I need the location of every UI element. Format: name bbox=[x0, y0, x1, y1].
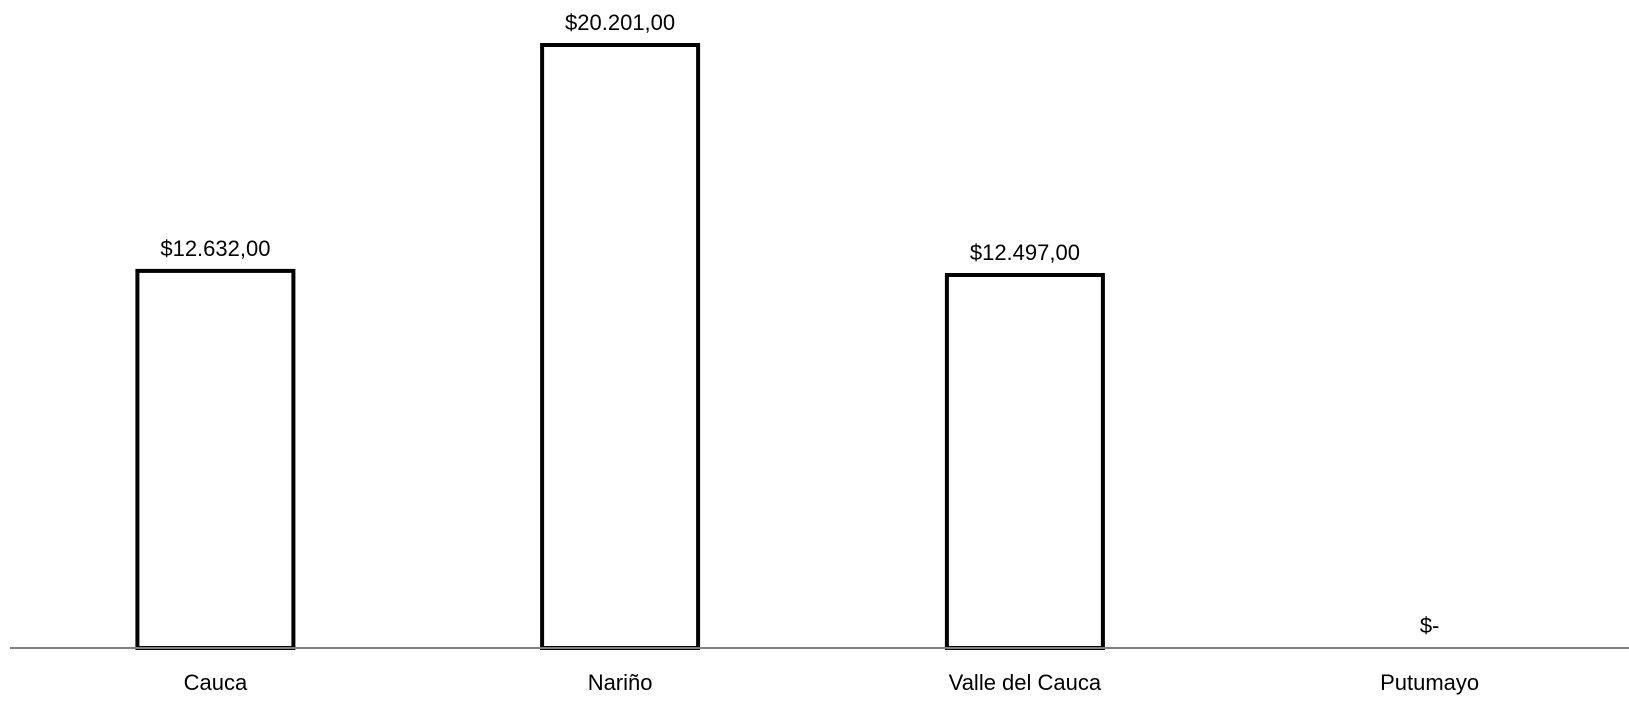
bars-layer bbox=[135, 43, 1105, 650]
data-label-1: $20.201,00 bbox=[565, 10, 675, 35]
category-label-1: Nariño bbox=[588, 670, 653, 695]
category-labels-layer: Cauca Nariño Valle del Cauca Putumayo bbox=[184, 670, 1480, 695]
data-label-2: $12.497,00 bbox=[970, 240, 1080, 265]
data-label-3: $- bbox=[1420, 613, 1440, 638]
category-label-0: Cauca bbox=[184, 670, 248, 695]
bar-1 bbox=[540, 43, 701, 650]
data-labels-layer: $12.632,00 $20.201,00 $12.497,00 $- bbox=[160, 10, 1439, 638]
data-label-0: $12.632,00 bbox=[160, 236, 270, 261]
bar-0 bbox=[135, 268, 296, 650]
bar-2 bbox=[944, 273, 1105, 650]
category-label-2: Valle del Cauca bbox=[949, 670, 1102, 695]
category-label-3: Putumayo bbox=[1380, 670, 1479, 695]
